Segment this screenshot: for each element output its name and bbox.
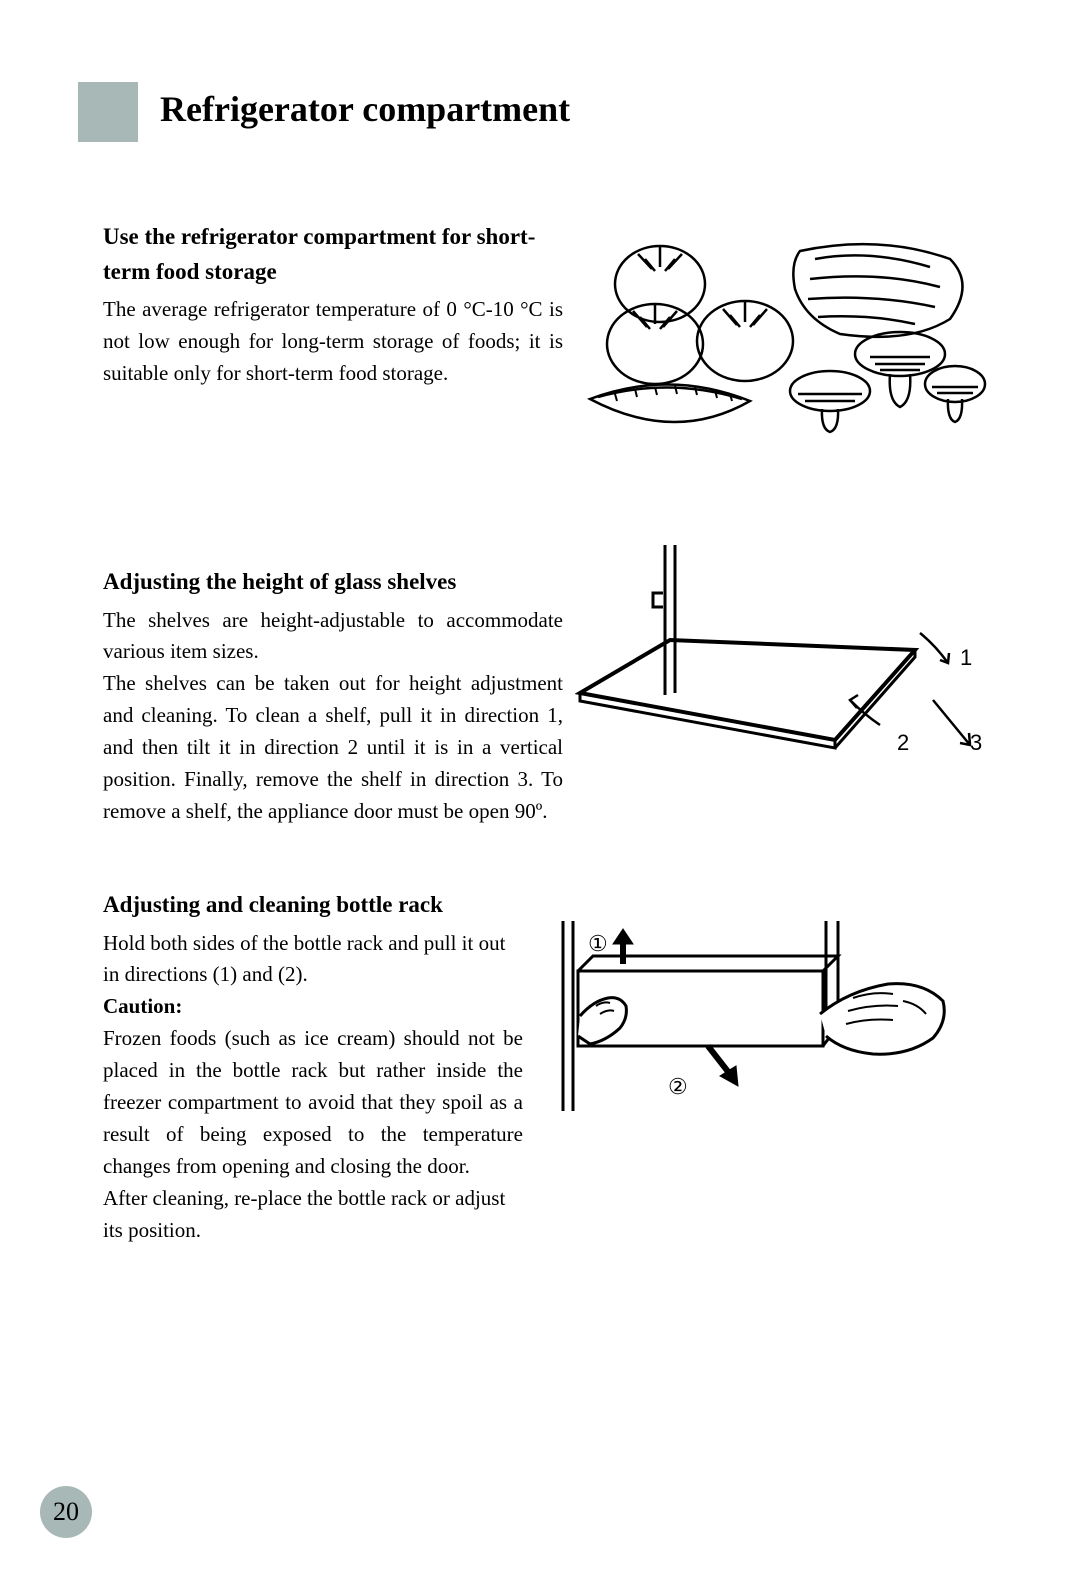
section-2-body: The shelves are height-adjustable to acc… [103, 605, 563, 828]
shelf-label-3: 3 [970, 730, 982, 755]
section-1-body: The average refrigerator temperature of … [103, 294, 563, 390]
bottle-rack-illustration: ① ② [548, 906, 953, 1116]
section-short-term-storage: Use the refrigerator compartment for sho… [103, 220, 563, 390]
rack-label-1: ① [588, 931, 608, 956]
section-3-body-1: Hold both sides of the bottle rack and p… [103, 928, 523, 992]
header-accent-block [78, 82, 138, 142]
rack-label-2: ② [668, 1074, 688, 1099]
shelf-label-2: 2 [897, 730, 909, 755]
section-1-heading: Use the refrigerator compartment for sho… [103, 220, 563, 289]
section-2-heading: Adjusting the height of glass shelves [103, 565, 563, 600]
shelf-label-1: 1 [960, 645, 972, 670]
page-title: Refrigerator compartment [160, 88, 570, 130]
section-3-body-2: Frozen foods (such as ice cream) should … [103, 1023, 523, 1183]
section-bottle-rack: Adjusting and cleaning bottle rack Hold … [103, 888, 523, 1247]
page-number-text: 20 [53, 1497, 79, 1527]
shelf-illustration: 1 2 3 [575, 545, 990, 765]
caution-label: Caution: [103, 991, 523, 1023]
section-3-heading: Adjusting and cleaning bottle rack [103, 888, 523, 923]
food-illustration [580, 229, 990, 434]
page-number: 20 [40, 1486, 92, 1538]
section-3-body-3: After cleaning, re-place the bottle rack… [103, 1183, 523, 1247]
section-glass-shelves: Adjusting the height of glass shelves Th… [103, 565, 563, 828]
